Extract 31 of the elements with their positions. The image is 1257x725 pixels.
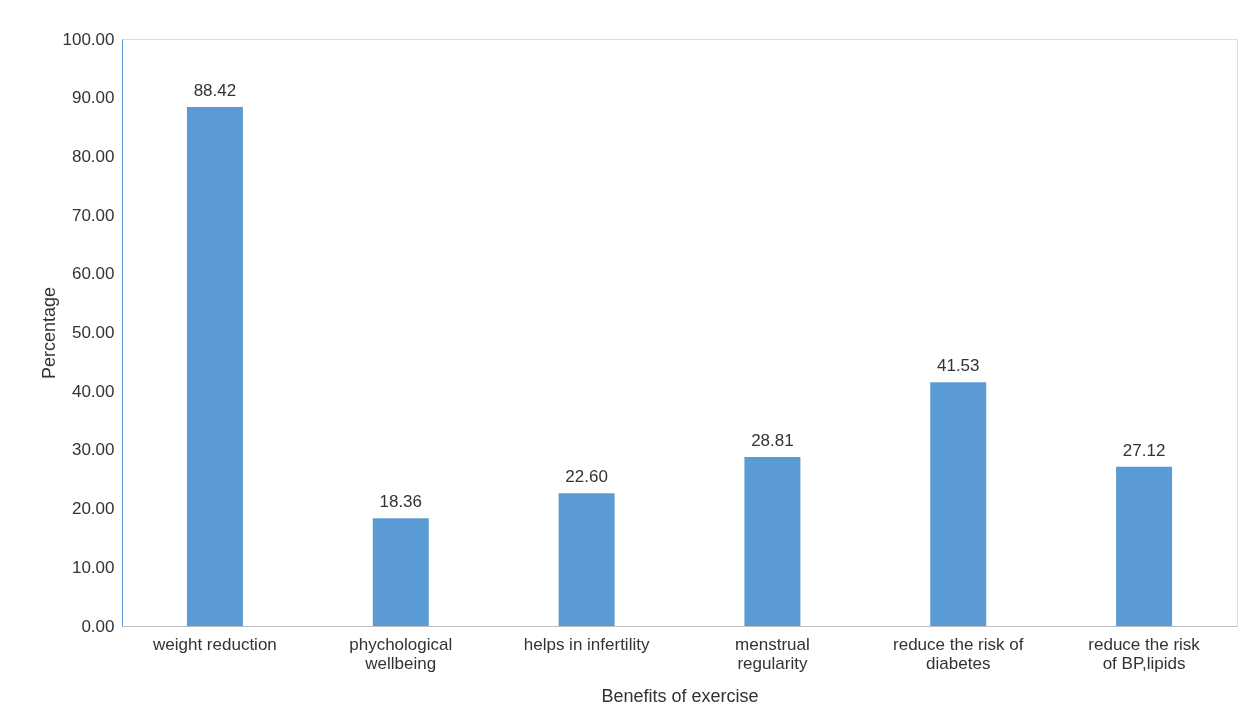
x-tick-label: reduce the risk of diabetes — [893, 634, 1024, 673]
x-tick-label: phychological wellbeing — [349, 634, 453, 673]
y-tick-label: 60.00 — [71, 264, 115, 284]
data-label: 28.81 — [751, 430, 794, 450]
bar — [1116, 466, 1173, 626]
data-label: 18.36 — [379, 492, 423, 512]
bar — [744, 456, 801, 626]
x-tick-label: reduce the risk of BP,lipids — [1088, 634, 1201, 673]
x-tick-label: menstrual regularity — [735, 634, 810, 673]
y-tick-label: 90.00 — [71, 88, 115, 108]
y-tick-label: 30.00 — [71, 440, 115, 460]
y-tick-label: 100.00 — [62, 29, 115, 49]
x-tick-label: helps in infertility — [523, 634, 650, 654]
y-tick-label: 40.00 — [71, 381, 115, 401]
y-tick-label: 0.00 — [81, 616, 115, 636]
x-axis-title: Benefits of exercise — [601, 685, 759, 706]
bar — [372, 518, 429, 626]
data-label: 41.53 — [936, 356, 980, 376]
y-tick-label: 10.00 — [71, 557, 115, 577]
x-tick-label: weight reduction — [152, 634, 277, 654]
bar — [186, 106, 243, 626]
data-label: 88.42 — [193, 80, 237, 100]
bar — [930, 382, 987, 626]
y-tick-label: 50.00 — [71, 323, 115, 342]
y-tick-label: 80.00 — [71, 146, 115, 166]
data-label: 27.12 — [1122, 440, 1166, 460]
y-axis-title: Percentage — [38, 286, 59, 380]
bar — [558, 493, 615, 626]
data-label: 22.60 — [565, 467, 608, 487]
y-tick-label: 70.00 — [71, 205, 115, 225]
y-tick-label: 20.00 — [71, 499, 115, 519]
